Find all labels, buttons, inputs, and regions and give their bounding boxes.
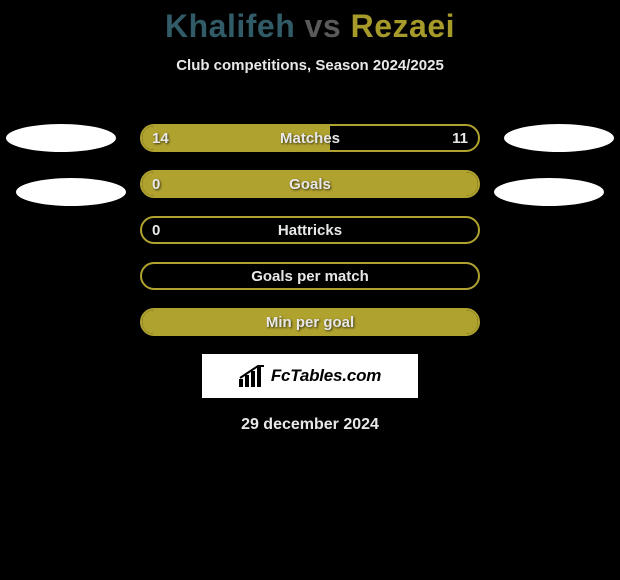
stat-left-value: 0 [152, 172, 160, 196]
stat-right-value: 11 [452, 126, 468, 150]
player1-name: Khalifeh [165, 8, 295, 44]
stat-label: Hattricks [142, 218, 478, 242]
avatar-placeholder-right-2 [494, 178, 604, 206]
stat-label: Goals [142, 172, 478, 196]
stat-left-value: 0 [152, 218, 160, 242]
vs-text: vs [305, 8, 342, 44]
stat-label: Goals per match [142, 264, 478, 288]
player2-name: Rezaei [351, 8, 455, 44]
subtitle: Club competitions, Season 2024/2025 [0, 57, 620, 74]
avatar-placeholder-left-2 [16, 178, 126, 206]
stat-left-value: 14 [152, 126, 169, 150]
fctables-banner[interactable]: FcTables.com [202, 354, 418, 398]
stat-row: Goals per match [140, 262, 480, 290]
banner-text: FcTables.com [271, 366, 381, 386]
stat-row: Matches14 11 [140, 124, 480, 152]
stats-container: Matches1411Goals0Hattricks0Goals per mat… [140, 124, 480, 336]
date-text: 29 december 2024 [0, 416, 620, 434]
stat-row: Goals0 [140, 170, 480, 198]
stat-label: Min per goal [142, 310, 478, 334]
avatar-placeholder-left-1 [6, 124, 116, 152]
chart-bars-icon [239, 365, 265, 387]
stat-row: Hattricks0 [140, 216, 480, 244]
page-title: Khalifeh vs Rezaei [0, 0, 620, 45]
avatar-placeholder-right-1 [504, 124, 614, 152]
stat-label: Matches [142, 126, 478, 150]
stat-row: Min per goal [140, 308, 480, 336]
